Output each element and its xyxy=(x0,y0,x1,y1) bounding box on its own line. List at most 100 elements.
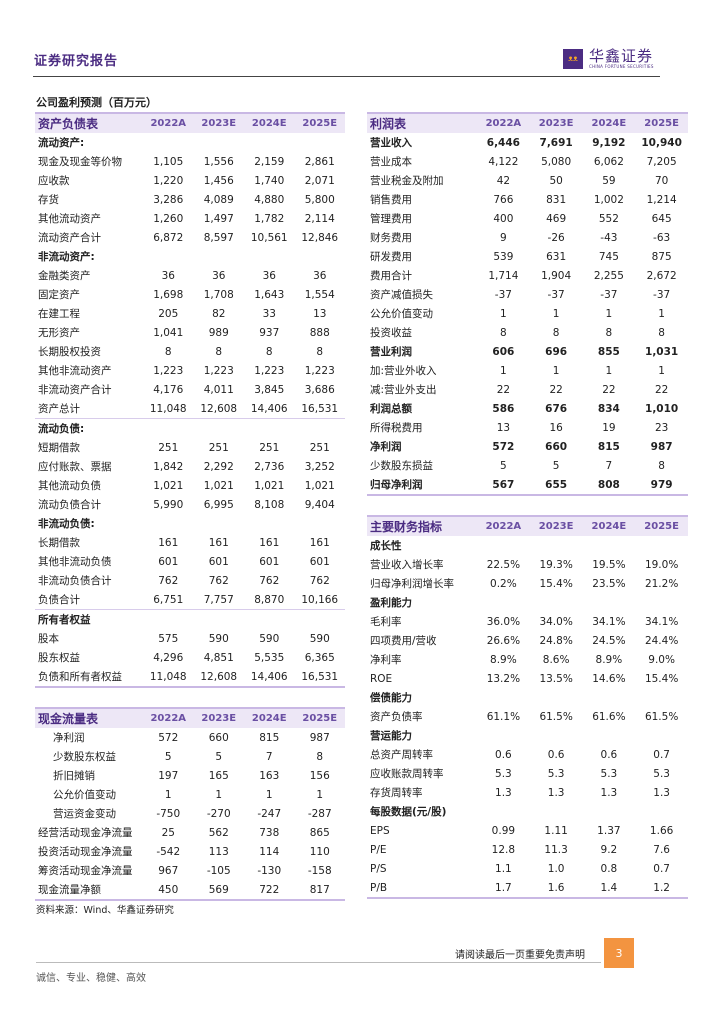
year-header: 2022A xyxy=(485,521,522,532)
section-heading-row: 非流动资产: xyxy=(35,247,345,266)
cell-value: 9.2 xyxy=(600,843,618,856)
row-label: 研发费用 xyxy=(370,251,412,263)
table-row: 营业税金及附加 42 50 59 70 xyxy=(367,171,688,190)
cell-value: 875 xyxy=(651,250,672,263)
row-label: 其他非流动负债 xyxy=(38,556,112,568)
table-row: 研发费用 539 631 745 875 xyxy=(367,247,688,266)
table-row: 四项费用/营收 26.6% 24.8% 24.5% 24.4% xyxy=(367,631,688,650)
row-label: 净利润 xyxy=(53,732,85,744)
cell-value: 4,851 xyxy=(203,651,234,664)
cell-value: 1,223 xyxy=(254,364,285,377)
cell-value: 7,205 xyxy=(646,155,677,168)
section-heading-row: 成长性 xyxy=(367,536,688,555)
cell-value: 575 xyxy=(158,632,179,645)
cell-value: 3,252 xyxy=(304,460,335,473)
table-row: 营业收入增长率 22.5% 19.3% 19.5% 19.0% xyxy=(367,555,688,574)
cell-value: 1,708 xyxy=(203,288,234,301)
table-row: P/B 1.7 1.6 1.4 1.2 xyxy=(367,878,688,897)
row-label: P/B xyxy=(370,881,388,894)
cell-value: 1.11 xyxy=(544,824,568,837)
table-top-rule xyxy=(35,112,345,114)
table-header-row: 主要财务指标 2022A 2023E 2024E 2025E xyxy=(367,517,688,536)
year-header: 2022A xyxy=(485,118,522,129)
row-label: 资产总计 xyxy=(38,403,80,415)
table-row: 减:营业外支出 22 22 22 22 xyxy=(367,380,688,399)
cell-value: 2,159 xyxy=(254,155,285,168)
cell-value: 3,845 xyxy=(254,383,285,396)
cell-value: 562 xyxy=(208,826,229,839)
cell-value: 10,561 xyxy=(250,231,288,244)
cell-value: 59 xyxy=(602,174,616,187)
table-row: 流动资产合计 6,872 8,597 10,561 12,846 xyxy=(35,228,345,247)
cell-value: 8.6% xyxy=(542,653,570,666)
cell-value: 9 xyxy=(500,231,507,244)
key-indicators-table: 主要财务指标 2022A 2023E 2024E 2025E 成长性 营业收入增长率 22.5… xyxy=(367,515,688,899)
cell-value: -37 xyxy=(547,288,565,301)
cell-value: 161 xyxy=(309,536,330,549)
table-row: 其他流动负债 1,021 1,021 1,021 1,021 xyxy=(35,476,345,495)
row-label: 总资产周转率 xyxy=(370,749,433,761)
cell-value: 10,940 xyxy=(641,136,682,149)
cell-value: 23 xyxy=(654,421,669,434)
cell-value: 15.4% xyxy=(644,672,679,685)
table-row: 负债和所有者权益 11,048 12,608 14,406 16,531 xyxy=(35,667,345,686)
year-header: 2025E xyxy=(644,118,679,129)
cell-value: 0.7 xyxy=(653,862,670,875)
cell-value: 33 xyxy=(262,307,276,320)
cell-value: 16,531 xyxy=(301,670,339,683)
cell-value: 7 xyxy=(605,459,613,472)
cell-value: 1,698 xyxy=(153,288,184,301)
table-row: 应付账款、票据 1,842 2,292 2,736 3,252 xyxy=(35,457,345,476)
cell-value: 13 xyxy=(496,421,511,434)
cell-value: 8,870 xyxy=(254,593,285,606)
row-label: 减:营业外支出 xyxy=(370,384,437,396)
table-row: 所得税费用 13 16 19 23 xyxy=(367,418,688,437)
cell-value: -158 xyxy=(307,864,332,877)
year-header: 2024E xyxy=(591,521,627,532)
row-label: 所有者权益 xyxy=(38,614,91,626)
cell-value: 14.6% xyxy=(592,672,626,685)
year-header: 2023E xyxy=(538,521,574,532)
cell-value: 5.3 xyxy=(547,767,565,780)
cell-value: 989 xyxy=(208,326,229,339)
cell-value: 1,223 xyxy=(304,364,335,377)
cell-value: -37 xyxy=(494,288,512,301)
cell-value: 655 xyxy=(545,478,568,491)
table-row: 现金及现金等价物 1,105 1,556 2,159 2,861 xyxy=(35,152,345,171)
row-label: 负债合计 xyxy=(38,594,80,606)
cell-value: 21.2% xyxy=(644,577,679,590)
table-row: 流动负债合计 5,990 6,995 8,108 9,404 xyxy=(35,495,345,514)
logo-cn: 华鑫证券 xyxy=(589,47,654,65)
cell-value: 1,456 xyxy=(203,174,234,187)
cell-value: 5 xyxy=(164,750,172,763)
row-label: 经营活动现金净流量 xyxy=(38,827,133,839)
cell-value: 1.1 xyxy=(495,862,512,875)
cell-value: 1,643 xyxy=(254,288,285,301)
row-label: 应收款 xyxy=(38,175,70,187)
cell-value: 70 xyxy=(654,174,669,187)
row-label: 非流动资产合计 xyxy=(38,384,112,396)
table-row: 应收款 1,220 1,456 1,740 2,071 xyxy=(35,171,345,190)
cell-value: 1.3 xyxy=(495,786,512,799)
cell-value: 4,089 xyxy=(203,193,234,206)
cell-value: 1,021 xyxy=(153,479,184,492)
row-label: 净利润 xyxy=(370,441,402,453)
cell-value: 9,192 xyxy=(592,136,626,149)
cell-value: 660 xyxy=(208,731,229,744)
row-label: 每股数据(元/股) xyxy=(370,806,447,818)
table-row: 管理费用 400 469 552 645 xyxy=(367,209,688,228)
cell-value: 1,031 xyxy=(645,345,679,358)
cell-value: 8 xyxy=(658,459,665,472)
footer-divider xyxy=(36,962,601,963)
cell-value: 8 xyxy=(265,345,273,358)
cell-value: 6,446 xyxy=(486,136,520,149)
cell-value: 762 xyxy=(259,574,280,587)
cell-value: 1,214 xyxy=(646,193,677,206)
cell-value: 34.0% xyxy=(539,615,573,628)
cell-value: -287 xyxy=(307,807,332,820)
cell-value: 19.0% xyxy=(644,558,679,571)
cell-value: 5.3 xyxy=(600,767,618,780)
cell-value: 2,255 xyxy=(593,269,624,282)
cell-value: 3,686 xyxy=(304,383,335,396)
cell-value: 1,497 xyxy=(203,212,234,225)
